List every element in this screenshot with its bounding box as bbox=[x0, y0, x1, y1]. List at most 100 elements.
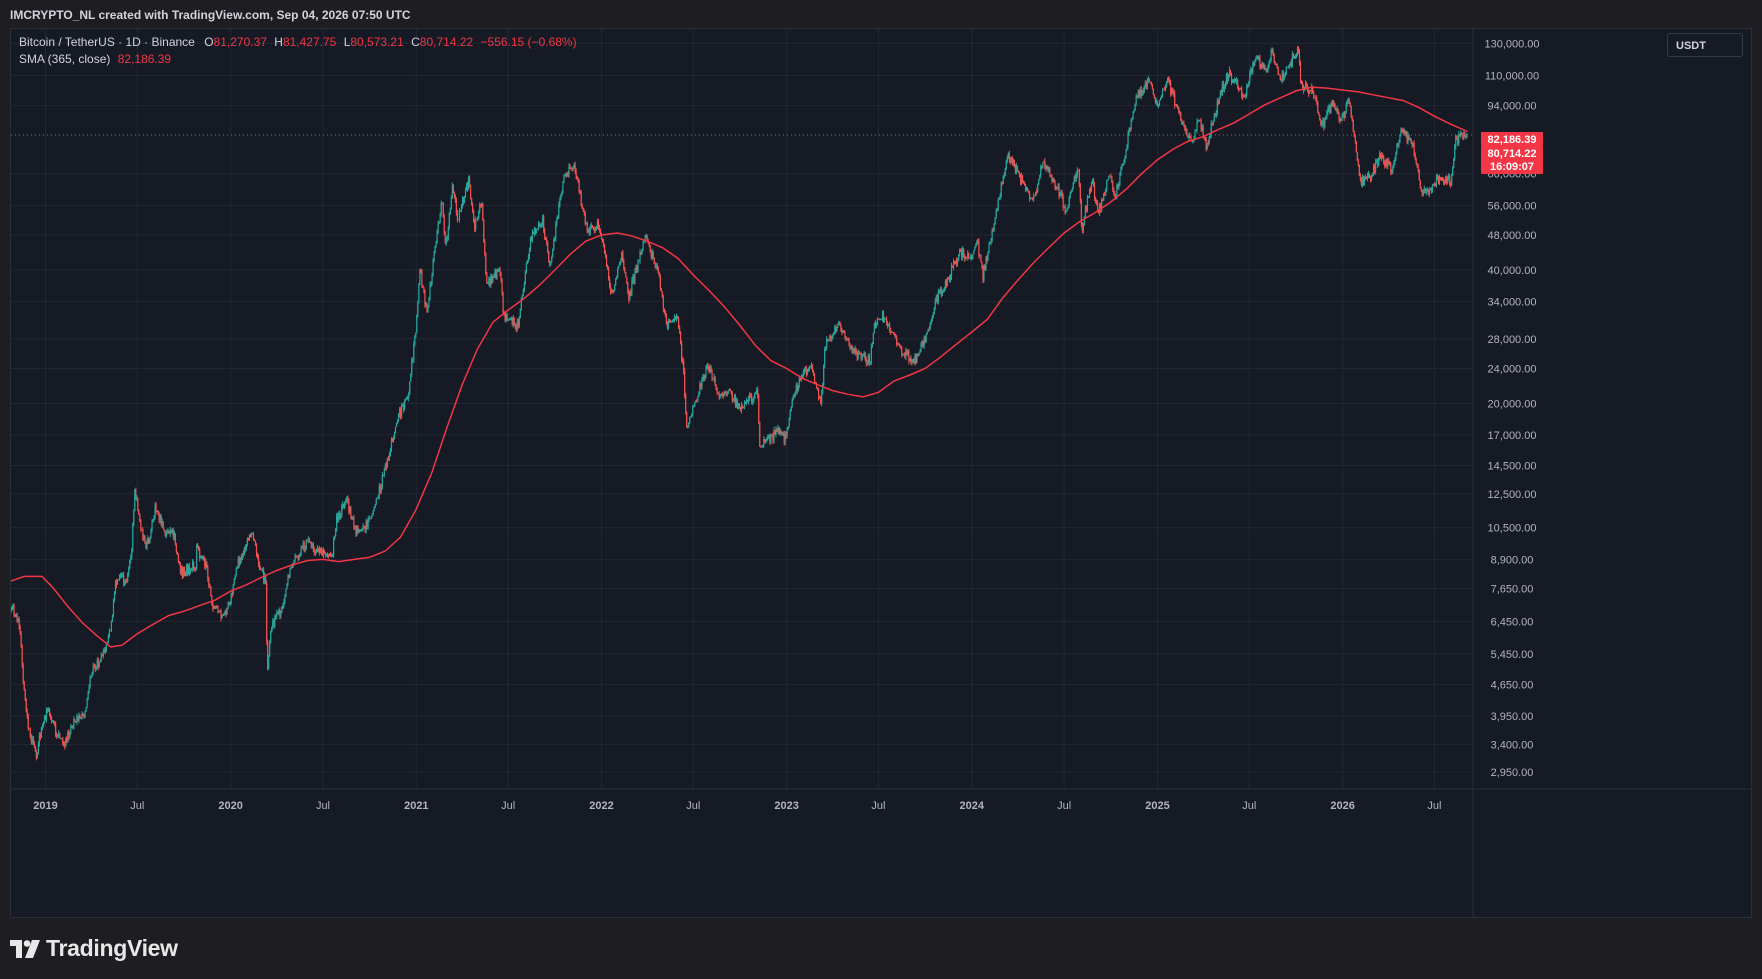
candle-body bbox=[1065, 211, 1067, 213]
candle-body bbox=[769, 436, 771, 443]
candle-body bbox=[1313, 92, 1315, 98]
candle-body bbox=[703, 376, 705, 380]
candle-body bbox=[198, 546, 200, 551]
candle-body bbox=[1321, 123, 1323, 125]
price-chart[interactable]: 130,000.00110,000.0094,000.0066,000.0056… bbox=[11, 29, 1751, 917]
candle-body bbox=[782, 433, 784, 435]
candle-body bbox=[833, 332, 835, 335]
candle-body bbox=[998, 196, 1000, 200]
candle-body bbox=[849, 345, 851, 349]
sma-value: 82,186.39 bbox=[117, 52, 172, 66]
candle-body bbox=[166, 531, 168, 532]
candle-body bbox=[676, 316, 679, 319]
candle-body bbox=[868, 356, 870, 364]
candle-body bbox=[1431, 185, 1434, 192]
candle-body bbox=[639, 252, 641, 261]
candle-body bbox=[577, 179, 579, 181]
candle-body bbox=[312, 543, 314, 551]
candle-body bbox=[844, 332, 846, 338]
candle-body bbox=[1369, 177, 1372, 181]
candle-body bbox=[434, 246, 436, 253]
candle-body bbox=[1245, 95, 1247, 97]
candle-body bbox=[1036, 191, 1038, 193]
candle-body bbox=[1298, 52, 1301, 63]
candle-body bbox=[1248, 81, 1250, 87]
chart-attribution: IMCRYPTO_NL created with TradingView.com… bbox=[10, 8, 411, 22]
candle-body bbox=[801, 375, 803, 377]
tradingview-logo[interactable]: TradingView bbox=[10, 935, 178, 962]
time-axis[interactable]: 2019 Jul 2020 Jul 2021 Jul 2022 Jul 2023 Jul 2024 J… bbox=[11, 788, 1751, 812]
candle-body bbox=[1292, 53, 1295, 58]
candle-body bbox=[36, 752, 38, 759]
indicator-legend[interactable]: SMA (365, close) 82,186.39 bbox=[19, 52, 171, 66]
candle-body bbox=[1288, 66, 1290, 67]
candle-body bbox=[1279, 75, 1281, 80]
candle-body bbox=[144, 536, 146, 543]
candle-body bbox=[1264, 65, 1266, 70]
candle-body bbox=[1438, 177, 1441, 183]
candle-body bbox=[729, 388, 731, 391]
candle-body bbox=[666, 323, 669, 328]
candle-body bbox=[567, 173, 569, 175]
candle-body bbox=[1314, 97, 1316, 98]
currency-selector[interactable]: USDT bbox=[1667, 33, 1743, 57]
candle-body bbox=[840, 325, 842, 331]
candle-body bbox=[1044, 160, 1046, 167]
candle-body bbox=[360, 530, 362, 532]
sma-label[interactable]: SMA (365, close) bbox=[19, 52, 111, 66]
candle-body bbox=[201, 555, 203, 559]
candle-body bbox=[876, 318, 879, 325]
candle-body bbox=[50, 717, 53, 722]
candle-body bbox=[505, 314, 507, 321]
candle-body bbox=[433, 252, 435, 261]
candle-body bbox=[700, 384, 702, 388]
candle-body bbox=[411, 360, 413, 374]
candle-body bbox=[415, 332, 417, 338]
candle-body bbox=[753, 398, 755, 402]
price-axis[interactable]: 130,000.00110,000.0094,000.0066,000.0056… bbox=[1472, 29, 1540, 917]
candle-body bbox=[58, 732, 60, 735]
price-tick-label: 5,450.00 bbox=[1491, 649, 1534, 661]
candle-body bbox=[1345, 104, 1347, 112]
symbol-legend[interactable]: Bitcoin / TetherUS · 1D · Binance O81,27… bbox=[19, 35, 577, 49]
candle-body bbox=[1430, 189, 1433, 192]
time-tick-label: 2025 bbox=[1145, 800, 1169, 812]
candle-body bbox=[814, 382, 817, 384]
price-tick-label: 130,000.00 bbox=[1484, 38, 1539, 50]
price-tick-label: 56,000.00 bbox=[1488, 200, 1537, 212]
candle-body bbox=[1389, 162, 1391, 166]
chart-panel[interactable]: 130,000.00 110,000.00 94,000.00 66,000.00 56… bbox=[10, 28, 1752, 918]
candle-body bbox=[309, 541, 311, 544]
candle-body bbox=[513, 318, 515, 325]
candle-body bbox=[475, 218, 477, 230]
candle-body bbox=[697, 396, 699, 401]
candle-body bbox=[259, 567, 262, 570]
candle-body bbox=[543, 216, 545, 231]
candle-body bbox=[806, 369, 809, 375]
candle-body bbox=[109, 630, 112, 632]
candle-body bbox=[1446, 177, 1448, 183]
candle-body bbox=[1027, 187, 1029, 191]
candle-body bbox=[404, 400, 406, 410]
candle-body bbox=[1084, 207, 1087, 217]
candle-body bbox=[1273, 54, 1275, 62]
candle-body bbox=[62, 739, 64, 744]
candle-body bbox=[712, 378, 714, 380]
symbol-title[interactable]: Bitcoin / TetherUS · 1D · Binance bbox=[19, 35, 195, 49]
candle-body bbox=[219, 610, 221, 612]
candle-body bbox=[1391, 171, 1393, 173]
candle-body bbox=[1220, 91, 1222, 94]
candle-body bbox=[316, 547, 319, 550]
candle-body bbox=[1261, 63, 1263, 68]
candle-body bbox=[1402, 130, 1404, 132]
candle-body bbox=[49, 714, 52, 718]
candle-body bbox=[796, 385, 798, 392]
candle-body bbox=[834, 326, 836, 333]
candle-body bbox=[948, 278, 951, 280]
candle-body bbox=[909, 357, 911, 362]
candle-body bbox=[486, 273, 488, 283]
candle-body bbox=[1283, 75, 1285, 79]
candle-body bbox=[1163, 88, 1166, 90]
candle-body bbox=[714, 376, 716, 386]
candle-body bbox=[336, 515, 338, 530]
